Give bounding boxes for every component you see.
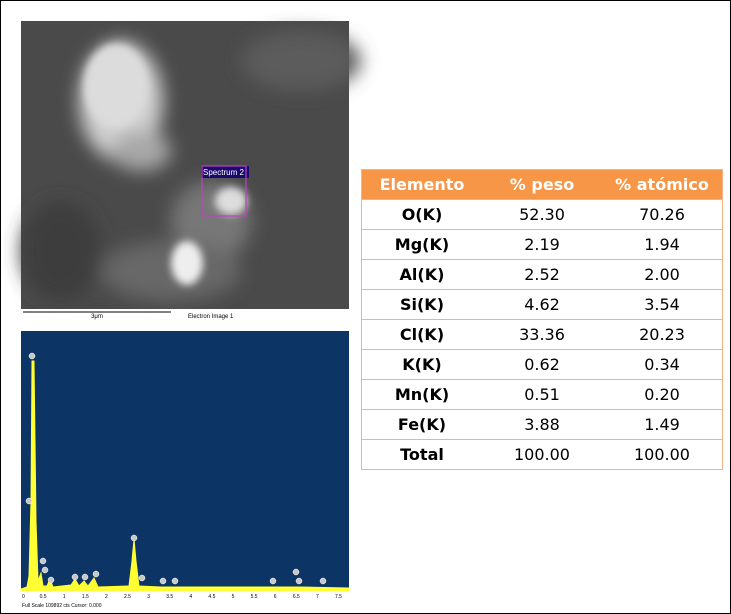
image-caption: Electron Image 1 bbox=[188, 314, 234, 320]
x-label: 3.5 bbox=[166, 594, 173, 600]
table-cell: 100.00 bbox=[482, 439, 602, 470]
x-label: 3 bbox=[147, 594, 150, 600]
table-cell: 3.54 bbox=[602, 289, 723, 320]
scale-label: 3μm bbox=[91, 314, 103, 320]
table-cell: 0.62 bbox=[482, 349, 602, 380]
table-cell: 33.36 bbox=[482, 319, 602, 350]
table-row: Cl(K) 33.36 20.23 bbox=[361, 319, 723, 350]
table-cell: 0.20 bbox=[602, 379, 723, 410]
table-row: Al(K) 2.52 2.00 bbox=[361, 259, 723, 290]
x-label: 1 bbox=[63, 594, 66, 600]
table-row: Si(K) 4.62 3.54 bbox=[361, 289, 723, 320]
table-cell: Al(K) bbox=[361, 259, 482, 290]
table-cell: 70.26 bbox=[602, 199, 723, 230]
x-label: 5.5 bbox=[251, 594, 258, 600]
table-row: K(K) 0.62 0.34 bbox=[361, 349, 723, 380]
x-label: 4.5 bbox=[208, 594, 215, 600]
x-label: 2 bbox=[105, 594, 108, 600]
table-cell: 2.00 bbox=[602, 259, 723, 290]
table-cell: 0.34 bbox=[602, 349, 723, 380]
table-cell: Mn(K) bbox=[361, 379, 482, 410]
table-cell: 1.49 bbox=[602, 409, 723, 440]
eds-spectrum: 0 0.5 1 1.5 2 2.5 3 3.5 4 4.5 5 5.5 6 6.5 7 7.5 Full Sc… bbox=[20, 331, 350, 611]
table-cell: Mg(K) bbox=[361, 229, 482, 260]
table-cell: 2.19 bbox=[482, 229, 602, 260]
table-row: Fe(K) 3.88 1.49 bbox=[361, 409, 723, 440]
table-cell: 100.00 bbox=[602, 439, 723, 470]
table-cell: Cl(K) bbox=[361, 319, 482, 350]
table-cell: 52.30 bbox=[482, 199, 602, 230]
composition-table: Elemento% peso% atómico O(K) 52.30 70.26 Mg… bbox=[361, 169, 723, 470]
table-cell: O(K) bbox=[361, 199, 482, 230]
table-cell: Total bbox=[361, 439, 482, 470]
x-label: 0 bbox=[22, 594, 25, 600]
sem-image: Spectrum 2 3μm Electron Image 1 bbox=[21, 21, 361, 320]
x-label: 7 bbox=[316, 594, 319, 600]
x-label: 4 bbox=[189, 594, 192, 600]
header-cell: % peso bbox=[482, 169, 602, 200]
table-cell: 20.23 bbox=[602, 319, 723, 350]
table-cell: 0.51 bbox=[482, 379, 602, 410]
spectrum-footer: Full Scale 109892 cts Cursor: 0.000 bbox=[22, 603, 102, 609]
x-axis-labels: 0 0.5 1 1.5 2 2.5 3 3.5 4 4.5 5 5.5 6 6.5 7 7.5 bbox=[22, 594, 342, 600]
header-cell: Elemento bbox=[361, 169, 482, 200]
table-cell: Si(K) bbox=[361, 289, 482, 320]
table-cell: 1.94 bbox=[602, 229, 723, 260]
table-row: Total 100.00 100.00 bbox=[361, 439, 723, 470]
x-label: 5 bbox=[232, 594, 235, 600]
table-cell: Fe(K) bbox=[361, 409, 482, 440]
x-label: 1.5 bbox=[82, 594, 89, 600]
table-row: Mn(K) 0.51 0.20 bbox=[361, 379, 723, 410]
table-cell: 3.88 bbox=[482, 409, 602, 440]
x-label: 0.5 bbox=[40, 594, 47, 600]
table-header: Elemento% peso% atómico bbox=[361, 169, 723, 200]
table-row: O(K) 52.30 70.26 bbox=[361, 199, 723, 230]
x-label: 7.5 bbox=[335, 594, 342, 600]
x-label: 6.5 bbox=[293, 594, 300, 600]
table-cell: K(K) bbox=[361, 349, 482, 380]
table-row: Mg(K) 2.19 1.94 bbox=[361, 229, 723, 260]
spectrum-label: Spectrum 2 bbox=[203, 168, 244, 177]
header-cell: % atómico bbox=[602, 169, 723, 200]
table-cell: 2.52 bbox=[482, 259, 602, 290]
table-cell: 4.62 bbox=[482, 289, 602, 320]
x-label: 2.5 bbox=[124, 594, 131, 600]
x-label: 6 bbox=[274, 594, 277, 600]
